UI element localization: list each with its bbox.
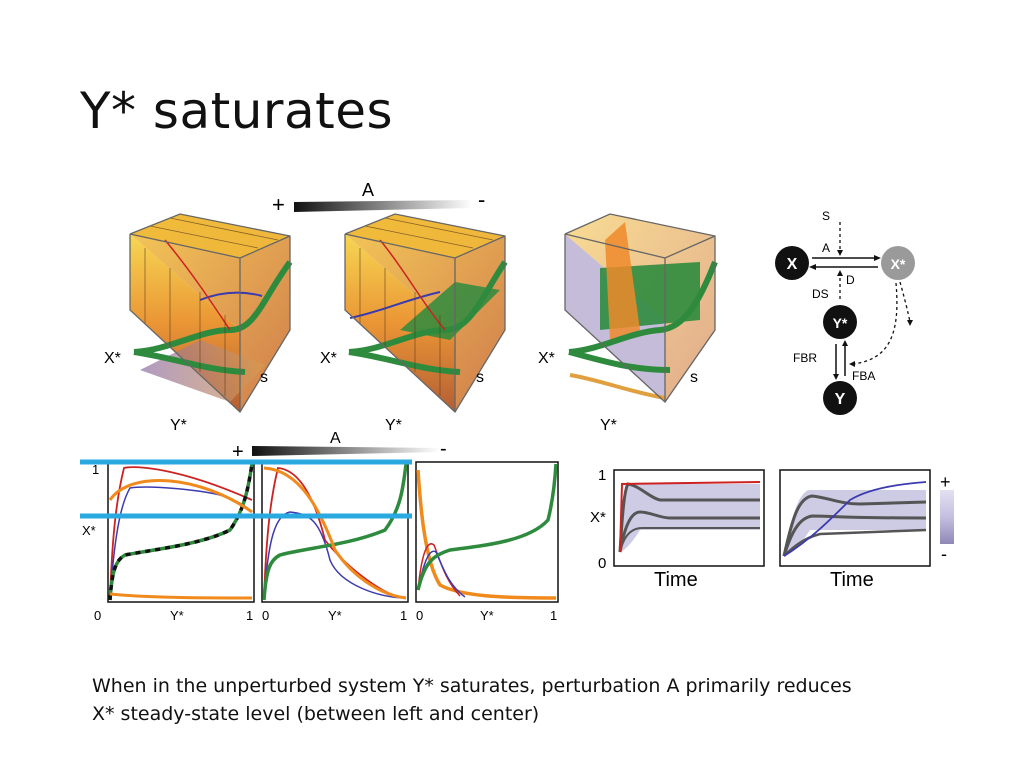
time-plot-1: 1 X* 0 Time — [590, 467, 765, 591]
plot1-xlabel: Y* — [170, 608, 184, 623]
network-diagram: X X* Y* Y A S D DS FBR — [775, 209, 915, 415]
perturbation-scale: + - — [940, 472, 954, 564]
scale-plus: + — [940, 472, 951, 492]
caption-line-1: When in the unperturbed system Y* satura… — [92, 675, 852, 697]
label-s: S — [822, 209, 830, 223]
plot3-xtick-zero: 0 — [416, 608, 423, 623]
panel2-axis-y: Y* — [385, 417, 402, 434]
nullcline-plot-1: 1 X* 0 Y* 1 — [82, 461, 255, 623]
scale-minus: - — [941, 544, 947, 564]
plot1-ylabel: X* — [82, 523, 96, 538]
top-gradient-plus: + — [272, 192, 285, 217]
bottom-gradient-minus: - — [440, 438, 447, 460]
label-fba: FBA — [852, 369, 875, 383]
surface-panel-1: X* Y* s — [104, 213, 293, 434]
label-d: D — [846, 273, 855, 287]
time2-xlabel: Time — [830, 569, 874, 591]
nullcline-plot-2: 0 Y* 1 — [261, 461, 409, 623]
time1-ylabel: X* — [590, 509, 606, 526]
plot2-xtick-one: 1 — [400, 608, 407, 623]
plot3-xtick-one: 1 — [550, 608, 557, 623]
nullcline-plot-3: 0 Y* 1 — [415, 461, 559, 623]
label-fbr: FBR — [793, 351, 817, 365]
node-ystar-label: Y* — [833, 315, 848, 331]
plot1-xtick-zero: 0 — [94, 608, 101, 623]
panel1-axis-x: X* — [104, 350, 121, 367]
top-gradient-wedge — [294, 200, 472, 212]
node-ystar — [823, 305, 857, 339]
panel1-axis-s: s — [260, 369, 268, 386]
time1-ytick-zero: 0 — [598, 555, 606, 572]
plot1-ytick-top: 1 — [92, 462, 99, 477]
surface-panel-3: X* Y* s — [538, 213, 718, 434]
time-plot-2: Time — [779, 469, 931, 591]
time1-xlabel: Time — [654, 569, 698, 591]
bottom-gradient-wedge — [252, 446, 440, 456]
node-y-label: Y — [835, 391, 846, 408]
node-x-label: X — [787, 256, 798, 273]
panel3-axis-s: s — [690, 369, 698, 386]
top-gradient-minus: - — [478, 187, 485, 212]
node-x — [775, 246, 809, 280]
node-xstar-label: X* — [891, 256, 906, 272]
plot2-xlabel: Y* — [328, 608, 342, 623]
caption-line-2: X* steady-state level (between left and … — [92, 703, 540, 725]
surface-panel-2: X* Y* s — [320, 213, 508, 434]
plot1-xtick-one: 1 — [246, 608, 253, 623]
plot2-xtick-zero: 0 — [262, 608, 269, 623]
panel2-axis-s: s — [476, 369, 484, 386]
panel3-axis-y: Y* — [600, 417, 617, 434]
label-ds: DS — [812, 287, 829, 301]
panel3-axis-x: X* — [538, 350, 555, 367]
bottom-gradient-label: A — [330, 430, 341, 447]
bottom-gradient-plus: + — [232, 441, 244, 463]
label-a: A — [822, 241, 830, 255]
node-y — [823, 381, 857, 415]
node-xstar — [881, 246, 915, 280]
time1-ytick-top: 1 — [598, 467, 606, 484]
top-gradient-label: A — [362, 180, 374, 200]
top-gradient-bar: + A - — [272, 180, 485, 217]
plot3-xlabel: Y* — [480, 608, 494, 623]
slide-caption: When in the unperturbed system Y* satura… — [92, 672, 952, 728]
panel1-axis-y: Y* — [170, 417, 187, 434]
panel2-axis-x: X* — [320, 350, 337, 367]
slide-title: Y* saturates — [80, 82, 394, 140]
bottom-gradient-bar: + A - — [232, 430, 447, 463]
